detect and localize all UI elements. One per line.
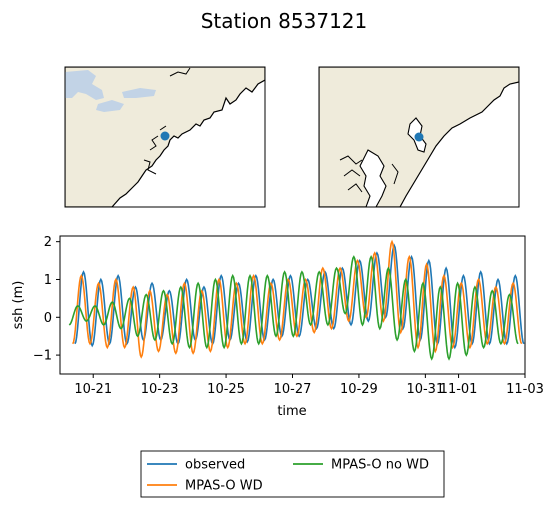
y-axis: −1 0 1 2 <box>33 235 60 364</box>
map-local-frame <box>318 66 520 208</box>
map-regional-lake <box>96 100 124 112</box>
legend-frame <box>140 450 445 498</box>
x-axis-label: time <box>277 404 306 419</box>
map-local-rivers <box>339 155 399 193</box>
legend: observed MPAS-O WD MPAS-O no WD <box>140 450 445 498</box>
legend-label: observed <box>185 458 245 473</box>
series-line-mpas-o-wd <box>72 239 523 359</box>
x-tick-label: 10-25 <box>207 382 245 397</box>
station-marker <box>414 132 424 142</box>
series-line-mpas-o-no-wd <box>68 255 519 361</box>
x-tick-label: 11-03 <box>506 382 544 397</box>
legend-label: MPAS-O WD <box>185 479 263 494</box>
map-local <box>318 66 520 208</box>
map-local-chesapeake <box>359 149 387 207</box>
y-tick-label: 2 <box>44 235 52 250</box>
x-tick-label: 10-31 <box>406 382 444 397</box>
map-regional-coast-detail <box>143 67 191 175</box>
x-tick-label: 10-21 <box>74 382 112 397</box>
y-axis-label: ssh (m) <box>11 281 26 330</box>
map-regional <box>64 66 266 208</box>
x-tick-label: 10-29 <box>340 382 378 397</box>
series-line-observed <box>74 243 525 350</box>
legend-label: MPAS-O no WD <box>331 458 429 473</box>
figure-title: Station 8537121 <box>201 9 368 33</box>
x-tick-label: 10-27 <box>274 382 312 397</box>
map-regional-lake <box>65 70 104 100</box>
x-tick-label: 10-23 <box>141 382 179 397</box>
x-tick-label: 11-01 <box>440 382 478 397</box>
station-marker <box>160 131 170 141</box>
y-tick-label: 1 <box>44 273 52 288</box>
map-regional-frame <box>64 66 266 208</box>
series-layer <box>68 239 525 361</box>
y-tick-label: −1 <box>33 349 52 364</box>
map-regional-lake <box>122 88 156 98</box>
y-tick-label: 0 <box>44 311 52 326</box>
